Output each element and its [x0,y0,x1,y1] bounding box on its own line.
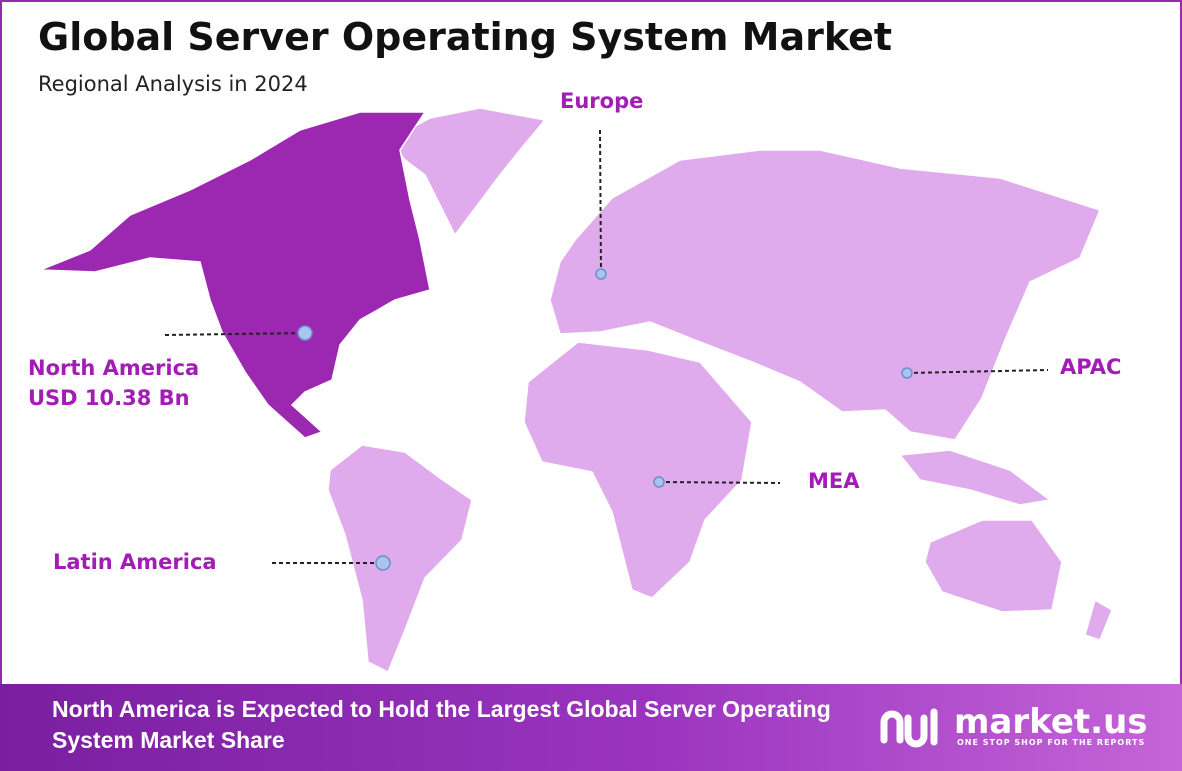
southeast-asia [898,449,1052,506]
south-america [327,444,473,674]
footer-text: North America is Expected to Hold the La… [52,696,831,753]
eurasia [549,149,1102,441]
africa [523,341,753,599]
region-marker [901,367,913,379]
leader-line [906,369,1049,374]
region-label: MEA [808,469,860,493]
region-label: APAC [1060,355,1121,379]
logo-name: market.us [954,702,1148,742]
leader-line [599,129,602,275]
region-value: USD 10.38 Bn [28,386,190,410]
leader-line [658,481,781,484]
australia [924,519,1063,613]
leader-line [164,332,306,336]
footer-band [0,684,1182,771]
region-label: Latin America [53,550,217,574]
greenland [388,107,547,237]
region-label: Europe [560,89,643,113]
region-marker [297,325,313,341]
new-zealand [1084,598,1113,641]
region-marker [653,476,665,488]
subtitle: Regional Analysis in 2024 [38,72,308,96]
logo-icon [880,708,938,748]
region-marker [595,268,607,280]
region-marker [375,555,391,571]
title: Global Server Operating System Market [38,15,892,59]
north-america [39,111,431,439]
logo-tagline: ONE STOP SHOP FOR THE REPORTS [957,738,1145,747]
region-label: North America [28,356,199,380]
